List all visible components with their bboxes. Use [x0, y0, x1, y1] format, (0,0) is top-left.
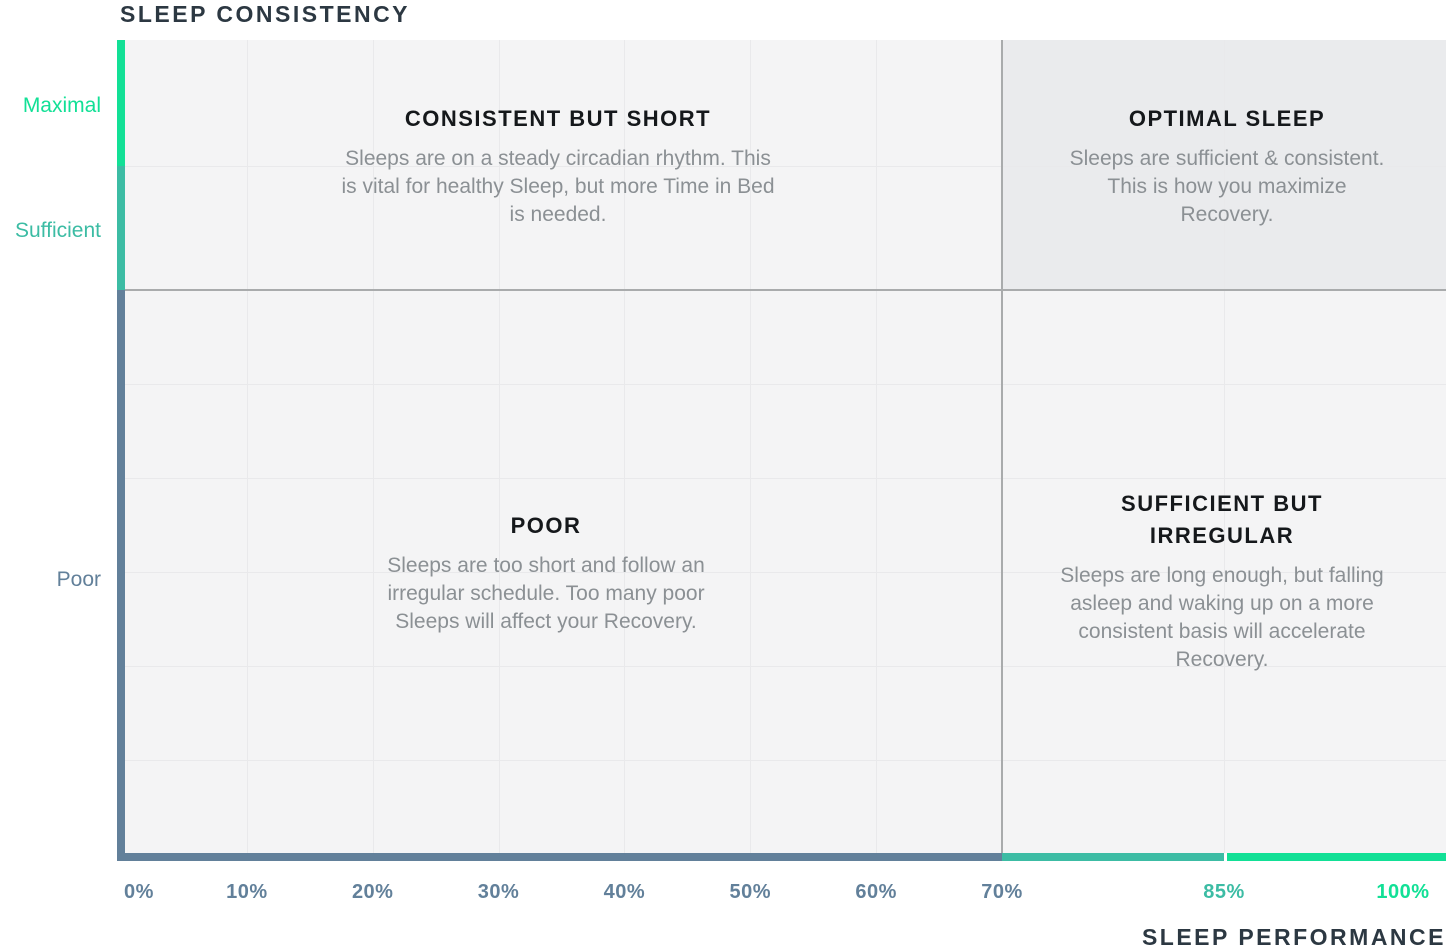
x-tick-label: 0%: [124, 881, 154, 903]
quadrant-description: Sleeps are sufficient & consistent. This…: [1069, 147, 1385, 226]
quadrant-consistent-but-short: CONSISTENT BUT SHORT Sleeps are on a ste…: [298, 103, 818, 229]
x-tick-label: 85%: [1203, 881, 1245, 903]
gridline-vertical: [1224, 40, 1225, 853]
gridline-vertical: [876, 40, 878, 853]
y-axis-title: SLEEP CONSISTENCY: [120, 1, 411, 27]
quadrant-description: Sleeps are long enough, but falling asle…: [1060, 564, 1384, 671]
x-tick-label: 100%: [1376, 881, 1430, 903]
x-tick-label: 30%: [477, 881, 520, 903]
gridline-vertical: [246, 40, 248, 853]
y-axis-zone-segment: [117, 40, 125, 166]
y-zone-label-maximal: Maximal: [22, 94, 101, 117]
x-axis-zone-segment: [117, 853, 1002, 861]
x-tick-label: 20%: [351, 881, 394, 903]
quadrant-title: CONSISTENT BUT SHORT: [404, 106, 712, 131]
gridline-vertical: [372, 40, 374, 853]
quadrant-sufficient-but-irregular: SUFFICIENT BUT IRREGULAR Sleeps are long…: [1022, 488, 1422, 674]
y-zone-label-sufficient: Sufficient: [15, 219, 101, 242]
quadrant-description: Sleeps are too short and follow an irreg…: [387, 554, 705, 633]
performance-threshold-line: [1001, 40, 1003, 853]
quadrant-title: POOR: [510, 513, 582, 538]
gridline-horizontal: [121, 166, 1446, 167]
y-axis-zone-segment: [117, 290, 125, 861]
y-zone-label-poor: Poor: [56, 568, 101, 591]
x-tick-label: 10%: [226, 881, 268, 903]
gridline-vertical: [624, 40, 626, 853]
gridline-horizontal: [121, 666, 1446, 667]
gridline-horizontal: [121, 760, 1446, 761]
gridline-vertical: [498, 40, 500, 853]
gridline-horizontal: [121, 478, 1446, 479]
quadrant-optimal-sleep: OPTIMAL SLEEP Sleeps are sufficient & co…: [1022, 103, 1432, 229]
x-tick-label: 60%: [855, 881, 897, 903]
consistency-threshold-line: [121, 289, 1446, 291]
plot-area: CONSISTENT BUT SHORT Sleeps are on a ste…: [121, 40, 1446, 853]
x-tick-label: 50%: [729, 881, 772, 903]
x-tick-label: 70%: [981, 881, 1023, 903]
quadrant-title: OPTIMAL SLEEP: [1128, 106, 1326, 131]
gridline-vertical: [750, 40, 752, 853]
x-axis-zone-segment: [1227, 853, 1446, 861]
x-axis-title: SLEEP PERFORMANCE: [1141, 924, 1446, 948]
quadrant-description: Sleeps are on a steady circadian rhythm.…: [341, 147, 775, 226]
y-axis-zone-segment: [117, 166, 125, 290]
quadrant-title: SUFFICIENT BUT IRREGULAR: [1121, 491, 1323, 548]
gridline-horizontal: [121, 384, 1446, 385]
x-axis-zone-segment: [1002, 853, 1224, 861]
gridline-horizontal: [121, 572, 1446, 573]
quadrant-poor: POOR Sleeps are too short and follow an …: [286, 510, 806, 636]
x-tick-label: 40%: [603, 881, 646, 903]
